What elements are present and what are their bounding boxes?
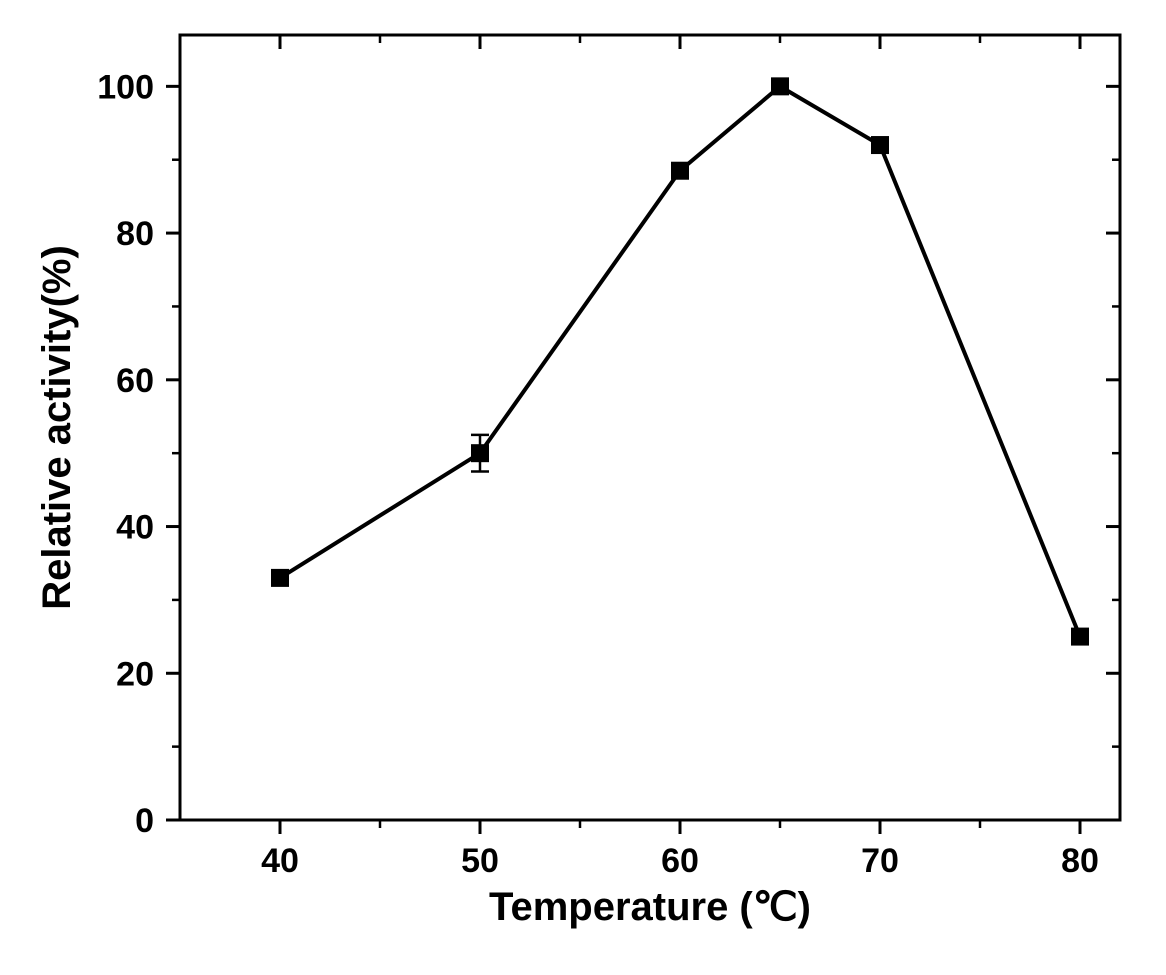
y-axis-label: Relative activity(%)	[35, 245, 79, 610]
x-tick-label: 40	[261, 842, 299, 880]
data-marker	[1071, 628, 1089, 646]
data-marker	[771, 77, 789, 95]
data-marker	[271, 569, 289, 587]
x-tick-label: 60	[661, 842, 699, 880]
x-axis-label: Temperature (℃)	[489, 885, 811, 929]
data-marker	[871, 136, 889, 154]
x-tick-label: 50	[461, 842, 499, 880]
plot-frame	[180, 35, 1120, 820]
activity-vs-temperature-chart: 40 50 60 70 80 0 20 40 60 80 100 Temperature (℃) Rel…	[0, 0, 1166, 975]
data-marker	[471, 444, 489, 462]
x-tick-label: 70	[861, 842, 899, 880]
y-tick-label: 60	[116, 362, 154, 400]
y-tick-label: 40	[116, 509, 154, 547]
chart-container: 40 50 60 70 80 0 20 40 60 80 100 Temperature (℃) Rel…	[0, 0, 1166, 975]
data-marker	[671, 162, 689, 180]
y-tick-label: 0	[135, 802, 154, 840]
y-tick-label: 100	[97, 68, 154, 106]
y-tick-label: 20	[116, 655, 154, 693]
x-tick-label: 80	[1061, 842, 1099, 880]
y-tick-label: 80	[116, 215, 154, 253]
